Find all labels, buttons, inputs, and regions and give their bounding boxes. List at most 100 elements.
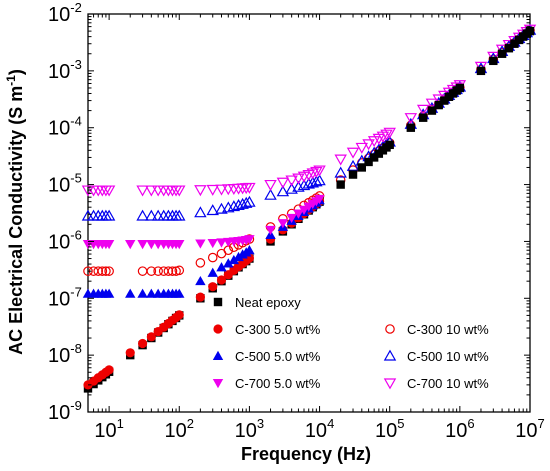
axes-layer: 101 102 103 104 105 106 10710-910-810-710-610-… (48, 0, 545, 442)
y-tick-base: 10 (48, 4, 70, 26)
data-point (418, 113, 428, 122)
y-tick-label: 10-4 (48, 114, 82, 140)
data-point (380, 129, 393, 141)
data-point (404, 113, 418, 125)
data-point (153, 266, 163, 276)
y-tick-base: 10 (48, 288, 70, 310)
data-point (276, 177, 290, 189)
data-point (313, 165, 326, 177)
data-point (369, 153, 379, 162)
legend-entry: C-300 10 wt% (385, 322, 489, 337)
data-point (216, 275, 227, 285)
data-point (146, 332, 156, 342)
x-tick-base: 10 (94, 420, 116, 442)
y-tick-exp: -4 (70, 114, 82, 129)
legend-entry: C-700 10 wt% (383, 376, 489, 391)
data-point (206, 184, 219, 196)
data-point (174, 265, 185, 276)
data-point (145, 185, 158, 197)
x-tick-label: 104 (305, 416, 334, 442)
y-tick-exp: -2 (70, 0, 82, 15)
y-tick-exp: -7 (70, 284, 82, 299)
legend: Neat epoxy C-300 5.0 wt% C-500 5.0 wt% C-70… (212, 295, 489, 391)
data-point (243, 182, 256, 194)
x-tick-label: 106 (445, 416, 474, 442)
data-point (195, 258, 206, 268)
y-tick-exp: -5 (70, 171, 82, 186)
data-point (364, 157, 373, 167)
data-point (334, 154, 347, 166)
data-point (102, 185, 116, 197)
legend-label: C-500 10 wt% (407, 349, 489, 364)
legend-marker (383, 378, 397, 390)
data-point (416, 104, 430, 116)
legend-marker (212, 350, 224, 360)
data-point (293, 209, 304, 219)
data-point (440, 96, 449, 105)
data-point (195, 275, 206, 286)
legend-marker (213, 324, 223, 334)
data-point (216, 262, 227, 272)
data-point (264, 188, 277, 200)
x-tick-exp: 2 (187, 416, 194, 431)
x-tick-base: 10 (235, 420, 257, 442)
x-axis-title: Frequency (Hz) (241, 444, 371, 464)
data-point (207, 267, 218, 277)
data-point (137, 240, 148, 250)
legend-entry: C-500 5.0 wt% (212, 349, 321, 364)
series-layer (81, 23, 537, 393)
data-point (285, 175, 298, 187)
legend-label: C-500 5.0 wt% (235, 349, 321, 364)
data-point (298, 205, 310, 215)
data-point (314, 194, 325, 205)
data-point (207, 252, 218, 263)
data-point (137, 266, 148, 276)
data-point (145, 209, 158, 221)
y-tick-exp: -3 (70, 57, 82, 72)
x-tick-label: 103 (235, 416, 264, 442)
data-point (215, 184, 228, 196)
data-point (136, 185, 149, 197)
series-5 (81, 23, 537, 221)
data-point (136, 209, 149, 221)
y-tick-base: 10 (48, 402, 70, 424)
data-point (125, 240, 136, 250)
legend-marker (213, 297, 223, 307)
legend-marker (383, 349, 397, 361)
data-point (104, 266, 114, 276)
y-axis-title-main: AC Electrical Conductivity (S m (6, 86, 26, 355)
data-point (239, 196, 253, 208)
y-tick-label: 10-5 (48, 171, 82, 197)
legend-label: C-300 5.0 wt% (235, 322, 321, 337)
data-point (173, 209, 186, 221)
data-point (174, 288, 185, 298)
x-tick-base: 10 (375, 420, 397, 442)
data-point (103, 288, 115, 298)
data-point (146, 288, 157, 298)
data-point (146, 240, 157, 250)
y-axis-title-close: ) (6, 69, 26, 75)
data-point (286, 213, 297, 224)
y-tick-label: 10-9 (48, 398, 82, 424)
data-point (146, 266, 157, 276)
y-tick-label: 10-7 (48, 284, 82, 310)
data-point (277, 219, 289, 229)
legend-label: C-300 10 wt% (407, 322, 489, 337)
data-point (310, 166, 323, 178)
legend-entry: C-500 10 wt% (383, 349, 489, 364)
data-point (216, 238, 227, 248)
data-point (101, 266, 111, 276)
data-point (336, 180, 345, 189)
data-point (264, 179, 277, 191)
data-point (167, 266, 178, 276)
data-point (137, 338, 148, 349)
x-tick-label: 101 (94, 416, 123, 442)
data-point (215, 202, 228, 214)
x-tick-base: 10 (515, 420, 537, 442)
data-point (489, 56, 498, 66)
y-tick-label: 10-6 (48, 227, 82, 253)
y-tick-base: 10 (48, 345, 70, 367)
x-tick-base: 10 (165, 420, 187, 442)
data-point (348, 170, 358, 179)
